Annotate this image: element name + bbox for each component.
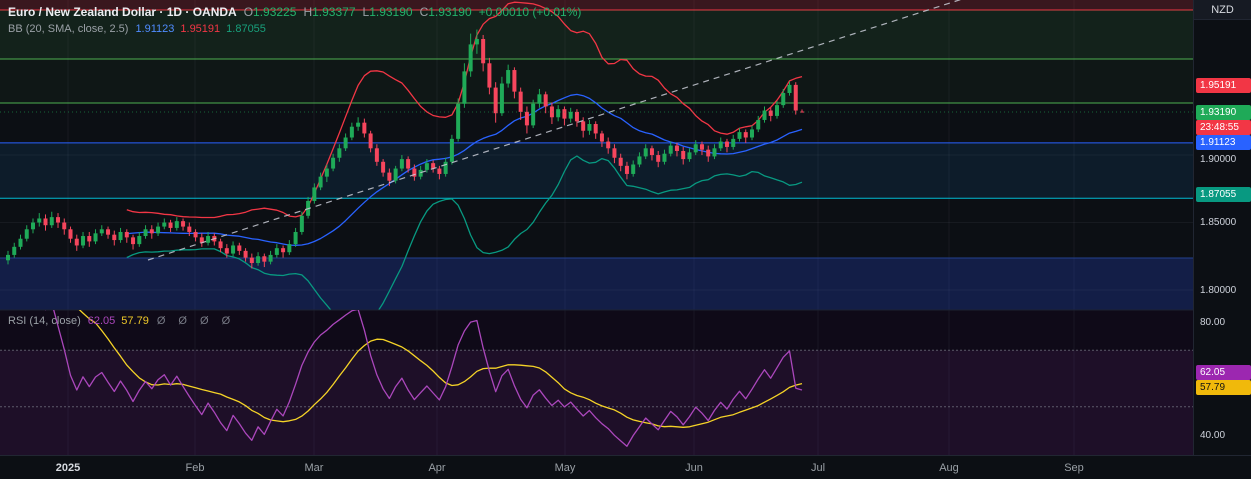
bb-upper-value: 1.95191 bbox=[180, 23, 221, 35]
last-price-badge: 1.93190 bbox=[1196, 104, 1251, 120]
bb-middle-price-badge: 1.91123 bbox=[1196, 135, 1251, 151]
rsi-tick-label: 40.00 bbox=[1200, 429, 1226, 441]
symbol-title[interactable]: Euro / New Zealand Dollar · 1D · OANDA bbox=[8, 5, 237, 19]
price-tick-label: 1.90000 bbox=[1200, 153, 1237, 165]
countdown-badge: 23:48:55 bbox=[1196, 119, 1251, 135]
currency-toggle-button[interactable]: NZD bbox=[1193, 0, 1251, 20]
price-tick-label: 1.80000 bbox=[1200, 284, 1237, 296]
time-label: Jul bbox=[810, 462, 826, 474]
ohlc-l-label: L bbox=[362, 5, 370, 19]
time-axis[interactable]: 2025 Feb Mar Apr May Jun Jul Aug Sep bbox=[0, 455, 1251, 479]
time-label: May bbox=[554, 462, 576, 474]
time-label: Jun bbox=[685, 462, 703, 474]
bb-lower-price-badge: 1.87055 bbox=[1196, 187, 1251, 203]
time-label: Apr bbox=[428, 462, 446, 474]
rsi-value-badge: 62.05 bbox=[1196, 365, 1251, 381]
time-label: Feb bbox=[185, 462, 205, 474]
change-value: +0.00010 (+0.01%) bbox=[478, 5, 582, 19]
ohlc-h-value: 1.93377 bbox=[312, 5, 356, 19]
ohlc-o-label: O bbox=[243, 5, 254, 19]
ohlc-c-value: 1.93190 bbox=[428, 5, 472, 19]
rsi-ma-badge: 57.79 bbox=[1196, 380, 1251, 396]
ohlc-c-label: C bbox=[419, 5, 429, 19]
price-tick-label: 1.85000 bbox=[1200, 217, 1237, 228]
rsi-indicator-label[interactable]: RSI (14, close) bbox=[8, 315, 81, 327]
price-axis[interactable]: 1.95191 1.93190 23:48:55 1.91123 1.90000 1.87… bbox=[1193, 0, 1251, 455]
bb-indicator-label[interactable]: BB (20, SMA, close, 2.5) bbox=[8, 23, 129, 35]
ohlc-l-value: 1.93190 bbox=[369, 5, 413, 19]
chart-canvas[interactable] bbox=[0, 0, 1193, 455]
ohlc-h-label: H bbox=[303, 5, 313, 19]
rsi-tick-label: 80.00 bbox=[1200, 316, 1226, 328]
time-label: Sep bbox=[1064, 462, 1084, 474]
symbol-legend-row: Euro / New Zealand Dollar · 1D · OANDA O1… bbox=[8, 4, 581, 21]
ohlc-o-value: 1.93225 bbox=[253, 5, 297, 19]
time-label: 2025 bbox=[55, 462, 81, 474]
time-label: Aug bbox=[939, 462, 959, 474]
bb-lower-value: 1.87055 bbox=[226, 23, 266, 35]
rsi-value: 62.05 bbox=[87, 315, 116, 327]
bb-upper-price-badge: 1.95191 bbox=[1196, 77, 1251, 93]
rsi-ma-value: 57.79 bbox=[121, 315, 149, 327]
bb-middle-value: 1.91123 bbox=[135, 23, 175, 35]
rsi-empty-slots: Ø Ø Ø Ø bbox=[156, 315, 236, 327]
rsi-legend: RSI (14, close) 62.05 57.79 Ø Ø Ø Ø bbox=[8, 313, 235, 330]
time-label: Mar bbox=[304, 462, 324, 474]
bb-legend-row: BB (20, SMA, close, 2.5) 1.91123 1.95191 1.… bbox=[8, 21, 581, 38]
symbol-legend: Euro / New Zealand Dollar · 1D · OANDA O1… bbox=[8, 4, 581, 38]
